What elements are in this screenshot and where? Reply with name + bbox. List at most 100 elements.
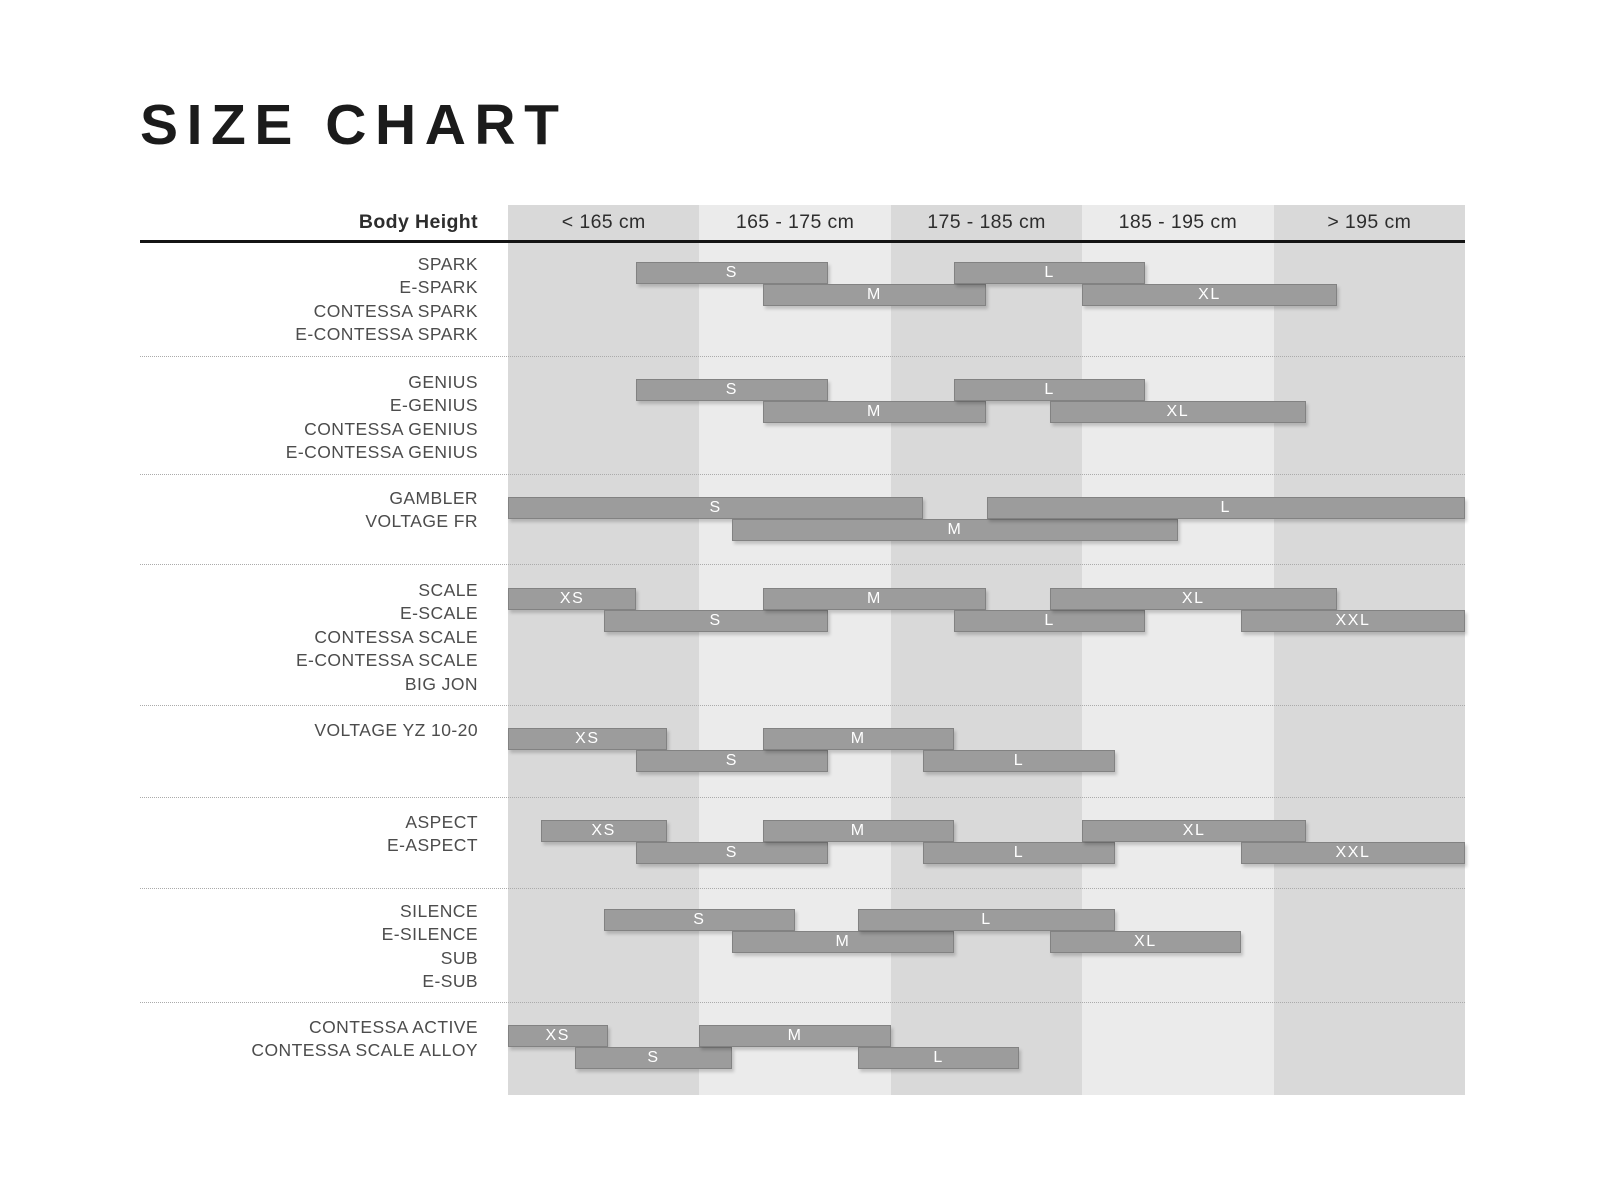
size-bar-label: XS <box>545 1027 571 1044</box>
size-bar: S <box>636 750 828 772</box>
model-label: E-SILENCE <box>381 924 478 945</box>
model-label: VOLTAGE FR <box>365 511 478 532</box>
size-bar: M <box>699 1025 891 1047</box>
size-bar-label: S <box>725 381 739 398</box>
size-bar: L <box>923 750 1115 772</box>
size-bar: L <box>986 497 1465 519</box>
model-label: GENIUS <box>408 372 478 392</box>
size-bar-label: S <box>725 264 739 281</box>
group-separator <box>140 564 1465 565</box>
size-bar-label: XS <box>591 822 616 839</box>
model-label: BIG JON <box>404 673 478 694</box>
size-bar: L <box>953 379 1146 401</box>
group-separator <box>140 1002 1465 1003</box>
size-bar-label: S <box>647 1049 660 1066</box>
model-label: E-SPARK <box>399 277 478 298</box>
size-bar: L <box>858 1047 1020 1069</box>
size-bar-label: L <box>933 1049 944 1066</box>
model-label: CONTESSA SCALE ALLOY <box>251 1040 478 1061</box>
model-label: CONTESSA SPARK <box>313 300 478 321</box>
size-bar: XS <box>508 588 637 610</box>
size-bar: L <box>953 262 1146 284</box>
body-height-label: Body Height <box>358 211 478 233</box>
size-bar: M <box>731 519 1178 541</box>
size-bar: S <box>636 842 828 864</box>
size-bar-label: M <box>850 730 866 747</box>
model-label: E-CONTESSA GENIUS <box>285 442 478 463</box>
size-bar: XL <box>1049 588 1337 610</box>
size-bar: XS <box>540 820 667 842</box>
size-bar-label: XL <box>1181 590 1205 607</box>
size-bar: XXL <box>1241 842 1465 864</box>
size-bar: S <box>574 1047 732 1069</box>
size-bar: XL <box>1082 820 1307 842</box>
size-bar: XL <box>1049 931 1242 953</box>
size-bar: S <box>636 262 828 284</box>
size-bar: M <box>762 401 987 423</box>
column-header: 185 - 195 cm <box>1118 211 1238 233</box>
size-bar-label: L <box>1220 499 1231 516</box>
model-label: E-SUB <box>422 971 478 992</box>
column-stripe <box>508 205 700 1095</box>
size-bar: L <box>858 909 1115 931</box>
model-label: ASPECT <box>405 812 478 832</box>
size-bar-label: L <box>1013 752 1025 769</box>
size-bar: L <box>953 610 1146 632</box>
size-bar-label: S <box>725 844 739 861</box>
size-bar-label: M <box>835 933 851 950</box>
size-bar: XS <box>508 728 667 750</box>
group-separator <box>140 797 1465 798</box>
size-bar-label: M <box>867 403 882 420</box>
model-label: SCALE <box>418 580 478 600</box>
size-bar: XL <box>1082 284 1337 306</box>
size-bar-label: XXL <box>1335 844 1371 861</box>
model-label: E-SCALE <box>400 603 478 624</box>
size-bar-label: XXL <box>1335 612 1371 629</box>
size-bar-label: S <box>709 499 722 516</box>
model-label: E-ASPECT <box>386 835 478 856</box>
size-bar-label: L <box>1044 381 1055 398</box>
size-bar: S <box>508 497 924 519</box>
size-bar-label: XS <box>559 590 585 607</box>
size-bar-label: XL <box>1133 933 1157 950</box>
size-bar: M <box>762 284 987 306</box>
column-stripe <box>699 205 891 1095</box>
column-header: 165 - 175 cm <box>735 211 855 233</box>
model-label: CONTESSA SCALE <box>314 626 478 647</box>
size-bar-label: L <box>981 911 992 928</box>
size-bar-label: XL <box>1182 822 1206 839</box>
column-stripe <box>890 205 1083 1095</box>
model-label: VOLTAGE YZ 10-20 <box>314 720 478 740</box>
size-bar-label: S <box>709 612 722 629</box>
size-bar-label: S <box>693 911 706 928</box>
model-label: CONTESSA ACTIVE <box>309 1017 478 1037</box>
size-bar: XL <box>1049 401 1307 423</box>
column-header: > 195 cm <box>1327 211 1412 233</box>
column-stripe <box>1082 205 1274 1095</box>
model-label: E-CONTESSA SCALE <box>295 650 478 671</box>
group-separator <box>140 888 1465 889</box>
size-bar-label: M <box>867 286 882 303</box>
size-bar: XS <box>508 1025 608 1047</box>
size-bar-label: S <box>725 752 739 769</box>
model-label: CONTESSA GENIUS <box>304 418 478 439</box>
group-separator <box>140 705 1465 706</box>
size-bar-label: M <box>867 590 882 607</box>
model-label: GAMBLER <box>389 488 478 508</box>
model-label: E-GENIUS <box>389 395 478 416</box>
size-bar-label: XL <box>1166 403 1190 420</box>
size-bar: S <box>636 379 828 401</box>
size-bar-label: M <box>947 521 963 538</box>
size-bar-label: XL <box>1198 286 1221 303</box>
model-label: SILENCE <box>400 901 478 921</box>
model-label: SPARK <box>417 254 478 274</box>
group-separator <box>140 356 1465 357</box>
size-bar: M <box>731 931 954 953</box>
size-bar: S <box>603 909 796 931</box>
size-bar: XXL <box>1241 610 1465 632</box>
group-separator <box>140 474 1465 475</box>
size-bar: M <box>762 820 954 842</box>
size-bar: M <box>762 728 954 750</box>
size-bar-label: M <box>850 822 866 839</box>
